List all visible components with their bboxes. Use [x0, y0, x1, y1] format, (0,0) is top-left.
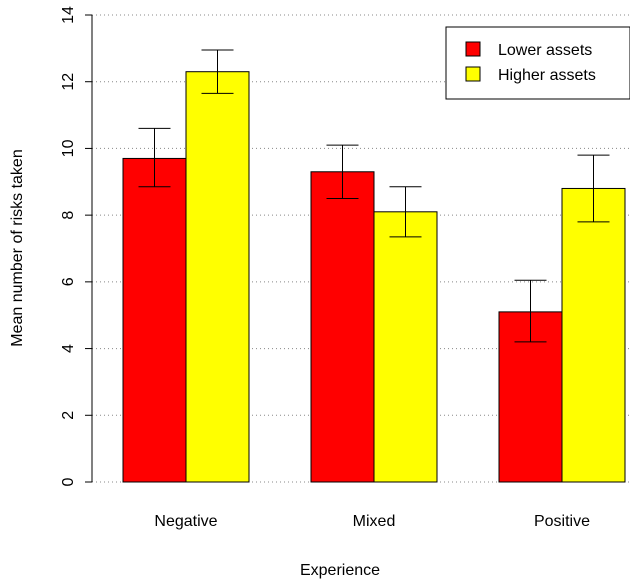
y-tick-label: 2 — [60, 411, 77, 420]
bars — [122, 71, 626, 483]
y-tick-label: 0 — [60, 477, 77, 486]
legend-swatch-lower-assets — [465, 41, 481, 57]
legend-swatch-higher-assets — [465, 66, 481, 82]
y-axis-label: Mean number of risks taken — [9, 149, 26, 346]
bar-higher-assets-positive — [561, 187, 626, 483]
legend: Lower assets Higher assets — [445, 26, 630, 100]
y-tick-label: 10 — [60, 139, 77, 157]
x-tick-label: Mixed — [353, 513, 396, 530]
y-tick-label: 6 — [60, 277, 77, 286]
bar-higher-assets-mixed — [373, 211, 438, 483]
y-tick-label: 8 — [60, 211, 77, 220]
bar-higher-assets-negative — [185, 71, 250, 483]
x-tick-label: Positive — [534, 513, 590, 530]
bar-lower-assets-negative — [122, 157, 187, 483]
x-axis: Negative Mixed Positive — [154, 513, 590, 530]
x-axis-label: Experience — [300, 562, 380, 579]
x-tick-label: Negative — [154, 513, 217, 530]
error-bars — [138, 49, 610, 343]
y-axis: 0 2 4 6 8 10 12 14 — [60, 6, 93, 486]
legend-label-lower-assets: Lower assets — [498, 42, 592, 59]
bar-lower-assets-mixed — [310, 171, 375, 483]
legend-box — [445, 26, 630, 100]
legend-label-higher-assets: Higher assets — [498, 67, 596, 84]
y-tick-label: 4 — [60, 344, 77, 353]
y-tick-label: 14 — [60, 6, 77, 24]
y-tick-label: 12 — [60, 73, 77, 91]
